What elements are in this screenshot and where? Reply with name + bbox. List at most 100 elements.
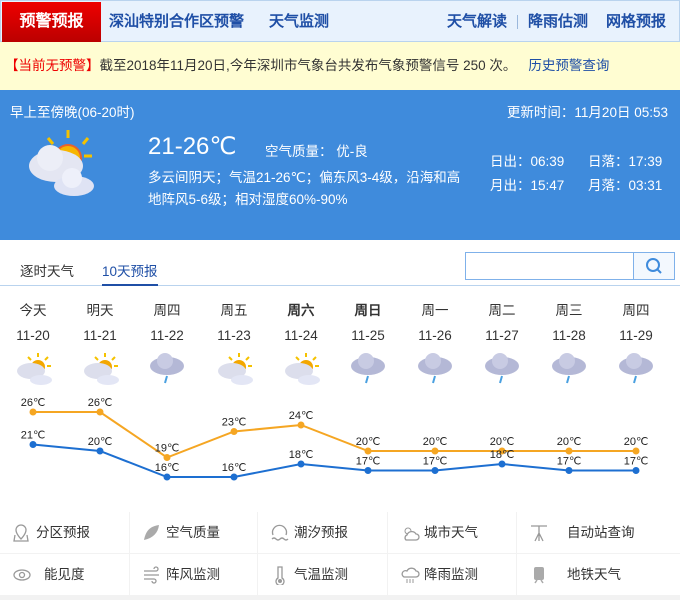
partly-cloudy-icon (218, 353, 253, 385)
rain-icon (418, 353, 452, 384)
high-temp-point (297, 421, 305, 429)
day-date: 11-27 (485, 328, 519, 343)
day-week: 明天 (86, 303, 114, 318)
forecast-period: 早上至傍晚(06-20时) (10, 105, 135, 120)
metro-icon (534, 567, 544, 584)
tide-icon (271, 524, 289, 541)
day-date: 11-21 (83, 328, 117, 343)
service-label: 自动站查询 (567, 525, 635, 540)
rain-icon (351, 353, 385, 384)
weather-desc-1: 多云间阴天；气温21-26℃；偏东风3-4级，沿海和高 (148, 170, 461, 185)
day-date: 11-20 (16, 328, 50, 343)
moonset: 月落：03:31 (588, 178, 663, 193)
nav-weather-interpret[interactable]: 天气解读 (447, 13, 508, 30)
eye-icon (13, 569, 31, 581)
high-temp-label: 19℃ (155, 443, 180, 455)
low-temp-point (364, 467, 372, 474)
low-temp-label: 17℃ (624, 456, 649, 468)
service-sun-cloud[interactable]: 城市天气 (388, 512, 516, 553)
low-temp-label: 20℃ (88, 436, 113, 448)
rain-icon (150, 353, 184, 384)
nav-grid-forecast[interactable]: 网格预报 (606, 13, 667, 30)
low-temp-label: 17℃ (557, 456, 582, 468)
leaf-icon (144, 525, 159, 540)
search-input[interactable] (466, 253, 634, 279)
day-date: 11-22 (150, 328, 184, 343)
day-week: 周一 (421, 303, 449, 318)
day-week: 今天 (19, 303, 47, 318)
rain-icon (619, 353, 653, 384)
high-temp-point (431, 447, 439, 455)
service-label: 气温监测 (294, 567, 348, 582)
low-temp-line (32, 443, 636, 478)
day-date: 11-29 (619, 328, 653, 343)
day-week: 周六 (287, 303, 315, 318)
tab-10day[interactable]: 10天预报 (102, 260, 158, 286)
service-thermometer[interactable]: 气温监测 (258, 554, 387, 595)
low-temp-point (29, 441, 37, 448)
service-tide[interactable]: 潮汐预报 (258, 512, 387, 553)
service-leaf[interactable]: 空气质量 (130, 512, 257, 553)
wind-icon (144, 566, 159, 584)
thermometer-icon (275, 566, 285, 585)
high-temp-point (565, 447, 573, 455)
air-quality: 空气质量： 优-良 (265, 144, 368, 159)
high-temp-label: 20℃ (356, 436, 381, 448)
alert-bar: 【当前无预警】截至2018年11月20日,今年深圳市气象台共发布气象预警信号 2… (0, 42, 680, 90)
day-week: 周二 (488, 303, 516, 318)
services-grid: 分区预报 空气质量 潮汐预报 城市天气 自动站查询能见度 阵风监测 气温监测 降雨监测 地铁天气 (0, 512, 680, 600)
alert-status: 【当前无预警】 (5, 58, 100, 73)
tab-hourly[interactable]: 逐时天气 (20, 264, 74, 279)
weather-desc-2: 地阵风5-6级；相对湿度60%-90% (148, 192, 348, 207)
search-button[interactable] (633, 253, 674, 279)
low-temp-label: 16℃ (155, 462, 180, 474)
service-label: 降雨监测 (424, 567, 478, 582)
weather-station-icon (531, 525, 547, 542)
sunset: 日落：17:39 (588, 154, 663, 169)
service-label: 空气质量 (166, 525, 220, 540)
sun-cloud-icon (404, 527, 420, 541)
service-label: 潮汐预报 (294, 525, 348, 540)
day-date: 11-26 (418, 328, 452, 343)
service-weather-station[interactable]: 自动站查询 (517, 512, 680, 553)
alert-text: 截至2018年11月20日,今年深圳市气象台共发布气象预警信号 250 次。 (99, 58, 517, 73)
nav-warning-forecast[interactable]: 预警预报 (2, 2, 101, 42)
temperature-chart: 26℃ 26℃ 19℃ 23℃ 24℃ 20℃ 20℃ 20℃ 20℃ 20℃ 21℃ 20℃ 16℃ 1… (21, 397, 649, 481)
high-temp-point (29, 408, 37, 416)
low-temp-label: 21℃ (21, 430, 46, 442)
service-wind[interactable]: 阵风监测 (130, 554, 257, 595)
service-label: 分区预报 (36, 525, 90, 540)
partly-cloudy-icon (285, 353, 320, 385)
low-temp-label: 18℃ (490, 449, 515, 461)
partly-cloudy-icon (29, 130, 94, 196)
day-week: 周三 (555, 303, 583, 318)
service-label: 能见度 (44, 567, 85, 582)
high-temp-line (33, 411, 636, 459)
high-temp-point (364, 447, 372, 455)
search-box (465, 252, 675, 280)
sunrise: 日出：06:39 (490, 154, 565, 169)
history-warning-link[interactable]: 历史预警查询 (528, 58, 610, 73)
low-temp-point (163, 473, 171, 481)
search-icon (646, 258, 662, 274)
service-label: 地铁天气 (567, 567, 621, 582)
day-date: 11-24 (284, 328, 318, 343)
nav-shenshan-warning[interactable]: 深汕特别合作区预警 (109, 13, 245, 30)
nav-rain-estimate[interactable]: 降雨估测 (528, 13, 589, 30)
high-temp-point (498, 447, 506, 455)
low-temp-label: 17℃ (423, 456, 448, 468)
moonrise: 月出：15:47 (490, 178, 565, 193)
low-temp-point (632, 467, 640, 474)
low-temp-point (498, 460, 506, 468)
nav-divider (517, 15, 518, 29)
day-week: 周四 (153, 303, 181, 318)
service-rain-cloud[interactable]: 降雨监测 (388, 554, 516, 595)
service-eye[interactable]: 能见度 (0, 554, 129, 595)
service-metro[interactable]: 地铁天气 (517, 554, 680, 595)
low-temp-point (565, 467, 573, 474)
rain-icon (552, 353, 586, 384)
high-temp-point (163, 454, 171, 461)
low-temp-label: 16℃ (222, 462, 247, 474)
nav-weather-monitor[interactable]: 天气监测 (269, 13, 330, 30)
service-map-pin[interactable]: 分区预报 (0, 512, 129, 553)
